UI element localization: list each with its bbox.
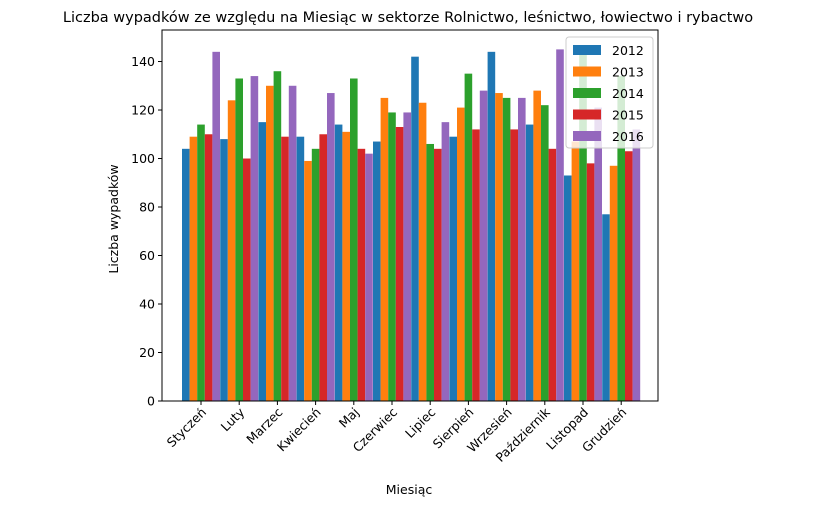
x-tick-label: Styczeń bbox=[164, 405, 209, 450]
bar-2014-Maj bbox=[350, 78, 358, 401]
bar-2016-Styczeń bbox=[212, 51, 220, 402]
bars-layer bbox=[182, 49, 641, 402]
bar-2012-Styczeń bbox=[182, 148, 190, 401]
bar-2016-Październik bbox=[556, 49, 564, 402]
x-tick-label: Maj bbox=[336, 405, 362, 431]
y-tick-label: 80 bbox=[139, 200, 155, 215]
bar-2014-Grudzień bbox=[617, 76, 625, 401]
legend-label-2016: 2016 bbox=[612, 129, 644, 144]
bar-2015-Sierpień bbox=[472, 129, 480, 401]
bar-2012-Październik bbox=[525, 124, 534, 401]
bar-2015-Marzec bbox=[281, 136, 289, 401]
bar-2015-Luty bbox=[243, 158, 251, 401]
bar-2013-Kwiecień bbox=[304, 160, 312, 401]
bar-2013-Październik bbox=[533, 90, 541, 402]
legend-label-2014: 2014 bbox=[612, 86, 644, 101]
bar-2014-Styczeń bbox=[197, 124, 205, 401]
legend-label-2013: 2013 bbox=[612, 65, 644, 80]
bar-2016-Maj bbox=[365, 153, 373, 401]
legend-frame bbox=[565, 36, 654, 149]
bar-2016-Kwiecień bbox=[327, 93, 335, 402]
bar-2013-Luty bbox=[227, 100, 236, 402]
y-tick-label: 60 bbox=[139, 248, 155, 263]
bar-2012-Grudzień bbox=[602, 214, 610, 401]
legend-label-2015: 2015 bbox=[612, 108, 644, 123]
bar-2015-Grudzień bbox=[625, 151, 633, 401]
bar-2012-Marzec bbox=[258, 122, 266, 401]
legend-swatch-2012 bbox=[573, 45, 601, 55]
bar-2012-Maj bbox=[334, 124, 343, 401]
bar-2013-Marzec bbox=[266, 85, 274, 401]
bar-2013-Czerwiec bbox=[380, 97, 389, 402]
bar-2013-Grudzień bbox=[609, 165, 618, 401]
legend-swatch-2015 bbox=[573, 109, 601, 120]
bar-2014-Lipiec bbox=[426, 143, 434, 401]
bar-2015-Maj bbox=[357, 148, 366, 401]
bar-2012-Sierpień bbox=[449, 136, 457, 401]
bar-2012-Lipiec bbox=[411, 56, 419, 401]
bar-2014-Październik bbox=[541, 105, 549, 402]
bar-2016-Sierpień bbox=[479, 90, 488, 402]
chart-title: Liczba wypadków ze względu na Miesiąc w … bbox=[63, 10, 753, 26]
bar-2014-Wrzesień bbox=[502, 97, 511, 402]
bar-2016-Marzec bbox=[288, 85, 297, 401]
plot-frame bbox=[161, 29, 659, 402]
bar-2012-Wrzesień bbox=[487, 51, 496, 402]
x-tick-label: Luty bbox=[218, 404, 248, 434]
bar-2015-Czerwiec bbox=[395, 126, 404, 401]
y-tick-label: 120 bbox=[131, 103, 155, 118]
y-tick-label: 0 bbox=[147, 394, 155, 409]
bar-2016-Lipiec bbox=[441, 122, 450, 401]
bar-2015-Październik bbox=[548, 148, 557, 401]
legend-swatch-2014 bbox=[573, 88, 601, 98]
bar-2014-Sierpień bbox=[464, 73, 473, 401]
bar-2016-Grudzień bbox=[632, 129, 641, 401]
bar-2012-Czerwiec bbox=[373, 141, 381, 401]
bar-2012-Luty bbox=[220, 139, 228, 401]
bar-2014-Listopad bbox=[579, 51, 587, 402]
y-tick-label: 100 bbox=[131, 151, 155, 166]
bar-2016-Listopad bbox=[594, 107, 602, 401]
bar-2013-Wrzesień bbox=[495, 93, 503, 402]
bar-2015-Kwiecień bbox=[319, 134, 327, 401]
bar-2014-Kwiecień bbox=[311, 148, 320, 401]
bar-2013-Lipiec bbox=[418, 102, 427, 402]
bar-2014-Czerwiec bbox=[388, 112, 396, 401]
bar-2013-Listopad bbox=[571, 141, 580, 401]
bar-2012-Kwiecień bbox=[296, 136, 305, 401]
bar-2016-Luty bbox=[250, 76, 259, 401]
legend-label-2012: 2012 bbox=[612, 43, 644, 58]
bar-2015-Wrzesień bbox=[510, 129, 518, 401]
bar-2013-Sierpień bbox=[457, 107, 465, 401]
bar-2013-Styczeń bbox=[189, 136, 198, 401]
bar-2016-Czerwiec bbox=[403, 112, 411, 401]
y-tick-label: 20 bbox=[139, 345, 155, 360]
legend: 2012 2013 2014 2015 2016 bbox=[565, 36, 654, 149]
bar-2014-Luty bbox=[235, 78, 243, 401]
bar-2015-Lipiec bbox=[434, 148, 442, 401]
y-tick-label: 40 bbox=[139, 297, 155, 312]
legend-swatch-2016 bbox=[573, 131, 601, 141]
x-tick-label: Lipiec bbox=[402, 404, 438, 440]
bar-2015-Listopad bbox=[586, 163, 595, 401]
bar-2016-Wrzesień bbox=[518, 97, 526, 402]
x-axis-label: Miesiąc bbox=[386, 482, 433, 497]
bar-2014-Marzec bbox=[273, 71, 282, 401]
legend-swatch-2013 bbox=[573, 66, 601, 77]
y-axis-label: Liczba wypadków bbox=[106, 164, 121, 273]
bar-2013-Maj bbox=[342, 131, 350, 401]
bar-2012-Listopad bbox=[564, 175, 572, 401]
bar-2015-Styczeń bbox=[204, 134, 213, 401]
y-tick-label: 140 bbox=[131, 54, 155, 69]
